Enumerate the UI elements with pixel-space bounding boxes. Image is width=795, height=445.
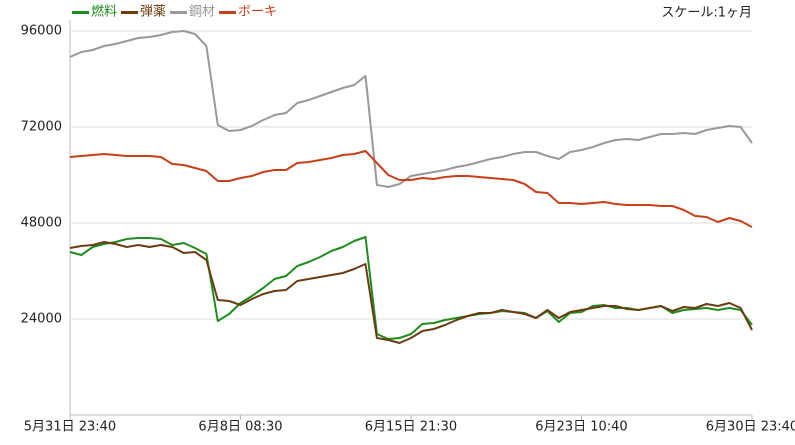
x-tick-label: 6月8日 08:30 [198, 420, 282, 435]
legend-label: 燃料 [91, 4, 117, 20]
legend-label: 鋼材 [189, 5, 215, 20]
x-tick-label: 6月30日 23:40 [706, 420, 795, 435]
legend-swatch [219, 11, 237, 14]
x-tick-label: 6月23日 10:40 [535, 420, 627, 435]
y-tick-label: 48000 [21, 216, 62, 231]
legend-swatch [121, 11, 139, 14]
x-tick-label: 5月31日 23:40 [24, 420, 116, 435]
legend-label: ボーキ [238, 5, 277, 20]
legend-swatch [72, 11, 89, 14]
series-line [69, 236, 753, 340]
x-tick-label: 6月15日 21:30 [365, 420, 457, 435]
scale-label: スケール:1ヶ月 [661, 6, 752, 21]
legend-swatch [170, 11, 188, 14]
legend-label: 弾薬 [140, 5, 166, 20]
y-tick-label: 24000 [21, 312, 62, 327]
series-line [69, 241, 753, 344]
y-tick-label: 96000 [21, 24, 62, 39]
series-line [69, 30, 753, 188]
series-line [69, 150, 753, 228]
y-tick-label: 72000 [21, 120, 62, 135]
